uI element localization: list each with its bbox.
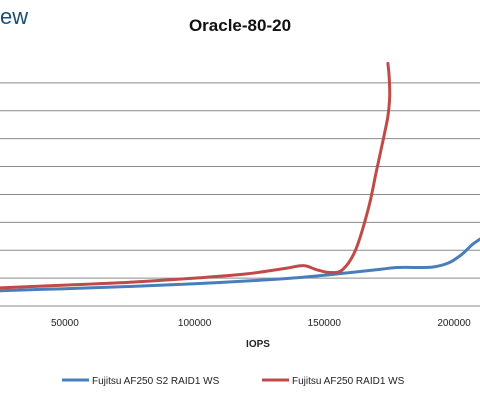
x-tick-labels: 50000 100000 150000 200000: [51, 318, 471, 329]
x-tick-label-2: 100000: [178, 318, 212, 329]
legend-label-1: Fujitsu AF250 S2 RAID1 WS: [92, 376, 220, 387]
logo-fragment: ew: [0, 4, 29, 29]
chart-title: Oracle-80-20: [189, 16, 291, 35]
x-tick-label-3: 150000: [308, 318, 342, 329]
x-axis-label: IOPS: [246, 339, 270, 350]
gridlines: [0, 82, 480, 279]
series-lines: [0, 61, 480, 293]
series-line-1: [0, 237, 480, 293]
x-tick-label-4: 200000: [437, 318, 471, 329]
x-tick-label-1: 50000: [51, 318, 79, 329]
legend-label-2: Fujitsu AF250 RAID1 WS: [292, 376, 405, 387]
series-line-2: [0, 61, 392, 290]
legend: Fujitsu AF250 S2 RAID1 WS Fujitsu AF250 R…: [62, 376, 405, 387]
